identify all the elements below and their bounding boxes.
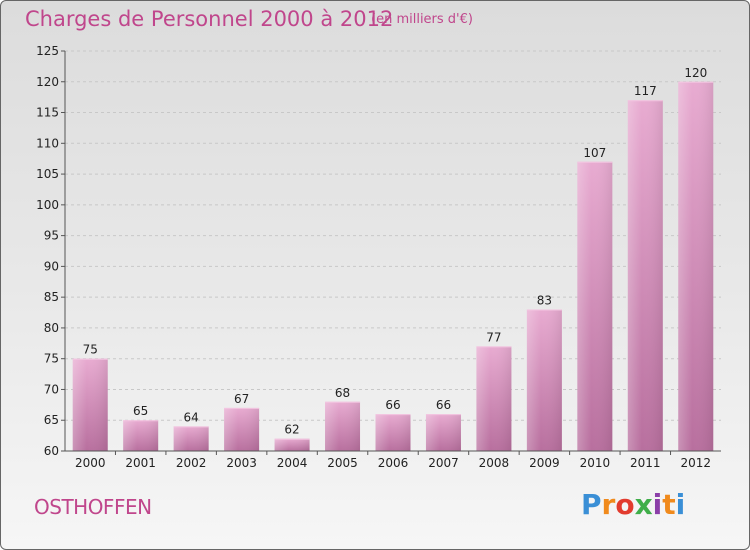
y-tick-label: 90 [44, 259, 59, 273]
x-tick-label: 2010 [580, 456, 611, 470]
data-label: 117 [634, 84, 657, 98]
data-label: 77 [486, 330, 501, 344]
y-tick-label: 85 [44, 290, 59, 304]
data-label: 66 [436, 398, 451, 412]
bar-shade [325, 401, 361, 451]
bar-shade [678, 81, 714, 452]
logo-letter: P [581, 488, 602, 521]
bar-shade [526, 309, 562, 451]
bar-shade [224, 407, 260, 451]
y-tick-label: 105 [36, 167, 59, 181]
y-tick-label: 75 [44, 352, 59, 366]
logo-letter: i [652, 488, 663, 521]
bar-shade [375, 414, 411, 451]
data-label: 75 [83, 343, 98, 357]
y-tick-label: 110 [36, 136, 59, 150]
data-label: 68 [335, 386, 350, 400]
logo-letter: i [675, 488, 686, 521]
x-tick-label: 2007 [428, 456, 459, 470]
x-tick-label: 2011 [630, 456, 661, 470]
logo-letter: x [634, 488, 653, 521]
data-label: 107 [583, 146, 606, 160]
y-tick-label: 80 [44, 321, 59, 335]
chart-title: Charges de Personnel 2000 à 2012 [25, 7, 394, 31]
x-tick-label: 2000 [75, 456, 106, 470]
bar-shade [123, 420, 159, 451]
gridlines [65, 50, 721, 452]
logo-letter: r [601, 488, 616, 521]
x-tick-label: 2006 [378, 456, 409, 470]
bar-shade [274, 438, 310, 451]
bar-shade [72, 358, 108, 451]
x-tick-label: 2003 [226, 456, 257, 470]
chart-subtitle: (en milliers d'€) [371, 12, 473, 27]
x-tick-label: 2008 [479, 456, 510, 470]
y-tick-label: 115 [36, 106, 59, 120]
x-tick-label: 2001 [125, 456, 156, 470]
data-label: 67 [234, 392, 249, 406]
bars: 75 65 64 67 62 68 66 66 77 83 107 117 120 [72, 66, 714, 452]
data-label: 120 [684, 66, 707, 80]
x-axis: 2000 2001 2002 2003 2004 2005 2006 2007 2008 2009… [65, 450, 721, 470]
data-label: 83 [537, 293, 552, 307]
data-label: 65 [133, 404, 148, 418]
y-tick-label: 125 [36, 44, 59, 58]
bar-shade [425, 414, 461, 451]
commune-name: OSTHOFFEN [34, 495, 152, 519]
y-tick-label: 95 [44, 229, 59, 243]
data-label: 64 [184, 410, 199, 424]
bar-shade [577, 161, 613, 451]
x-tick-label: 2005 [327, 456, 358, 470]
proxiti-logo: Proxiti [581, 488, 685, 521]
y-tick-label: 100 [36, 198, 59, 212]
x-tick-label: 2009 [529, 456, 560, 470]
bar-shade [173, 426, 209, 451]
bar-shade [476, 346, 512, 451]
logo-letter: t [662, 488, 676, 521]
x-tick-label: 2002 [176, 456, 207, 470]
logo-letter: o [615, 488, 635, 521]
y-tick-label: 70 [44, 382, 59, 396]
y-tick-label: 120 [36, 75, 59, 89]
y-tick-label: 60 [44, 444, 59, 458]
data-label: 62 [284, 423, 299, 437]
bar-shade [627, 100, 663, 451]
y-axis: 60 65 70 75 80 85 90 95 100 105 110 115 120 125 [36, 44, 66, 458]
x-tick-label: 2012 [680, 456, 711, 470]
plot-area [65, 51, 721, 451]
x-tick-label: 2004 [277, 456, 308, 470]
data-label: 66 [385, 398, 400, 412]
y-tick-label: 65 [44, 413, 59, 427]
